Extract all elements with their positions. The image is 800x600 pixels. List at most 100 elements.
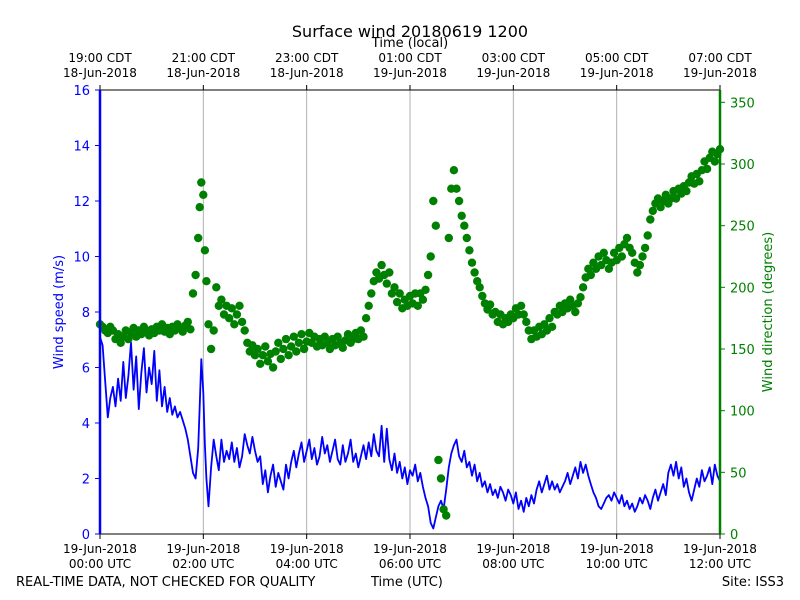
left-tick-label: 12 [73, 195, 90, 210]
wind-direction-point [206, 344, 216, 354]
wind-direction-point [578, 283, 588, 292]
right-tick-label: 200 [730, 281, 755, 296]
wind-direction-point [263, 357, 273, 366]
top-tick-date: 19-Jun-2018 [476, 66, 550, 80]
left-tick-label: 2 [82, 473, 90, 488]
wind-direction-point [465, 246, 474, 255]
wind-direction-point [271, 347, 280, 356]
wind-speed-series [99, 336, 721, 530]
top-tick-date: 18-Jun-2018 [270, 66, 344, 80]
wind-direction-point [256, 359, 265, 368]
top-tick-date: 19-Jun-2018 [580, 66, 654, 80]
wind-direction-point [617, 252, 626, 261]
right-tick-label: 150 [730, 343, 755, 358]
wind-direction-point [571, 307, 580, 317]
chart-title: Surface wind 20180619 1200 [292, 22, 528, 41]
top-tick-date: 18-Jun-2018 [63, 66, 137, 80]
wind-direction-point [454, 196, 464, 206]
left-axis-label: Wind speed (m/s) [52, 255, 67, 369]
wind-direction-point [426, 252, 435, 261]
wind-direction-point [235, 301, 244, 310]
wind-direction-point [633, 268, 642, 277]
bottom-tick-time: 06:00 UTC [379, 557, 441, 571]
wind-direction-point [284, 351, 293, 360]
left-tick-label: 8 [82, 306, 90, 321]
right-tick-label: 250 [730, 220, 755, 235]
wind-direction-point [423, 270, 433, 280]
bottom-tick-time: 10:00 UTC [586, 557, 648, 571]
wind-direction-point [191, 270, 200, 280]
right-tick-label: 300 [730, 158, 755, 173]
wind-direction-point [586, 270, 595, 280]
wind-direction-point [638, 252, 647, 261]
wind-direction-point [442, 511, 451, 520]
site-label: Site: ISS3 [721, 575, 784, 590]
bottom-tick-date: 19-Jun-2018 [683, 542, 757, 556]
wind-direction-point [421, 285, 430, 294]
wind-direction-point [261, 342, 270, 351]
bottom-tick-time: 08:00 UTC [482, 557, 544, 571]
wind-direction-point [359, 332, 368, 341]
bottom-tick-time: 00:00 UTC [69, 557, 131, 571]
right-axis-label: Wind direction (degrees) [761, 232, 776, 392]
top-tick-time: 21:00 CDT [172, 51, 236, 65]
wind-direction-point [475, 283, 484, 292]
wind-direction-point [294, 338, 304, 347]
wind-direction-point [367, 289, 376, 298]
wind-speed-line [99, 336, 721, 530]
wind-direction-point [413, 301, 422, 310]
wind-direction-point [485, 300, 495, 309]
wind-direction-point [292, 347, 301, 356]
quality-disclaimer: REAL-TIME DATA, NOT CHECKED FOR QUALITY [16, 575, 316, 590]
wind-direction-point [640, 243, 650, 253]
top-tick-time: 03:00 CDT [482, 51, 546, 65]
wind-direction-point [276, 354, 285, 364]
wind-direction-point [436, 474, 446, 483]
wind-direction-point [232, 310, 242, 319]
top-axis-label: Time (local) [371, 36, 448, 51]
wind-direction-point [434, 455, 443, 465]
top-tick-date: 19-Jun-2018 [683, 66, 757, 80]
left-tick-label: 4 [82, 417, 90, 432]
bottom-tick-date: 19-Jun-2018 [166, 542, 240, 556]
wind-direction-point [199, 190, 208, 199]
wind-direction-point [457, 211, 466, 220]
wind-direction-point [230, 320, 239, 329]
wind-direction-point [695, 177, 704, 186]
top-tick-time: 01:00 CDT [378, 51, 442, 65]
left-tick-label: 16 [73, 84, 90, 99]
wind-direction-point [547, 322, 557, 331]
bottom-tick-time: 02:00 UTC [172, 557, 234, 571]
wind-direction-point [274, 338, 283, 347]
bottom-tick-date: 19-Jun-2018 [580, 542, 654, 556]
wind-direction-point [431, 221, 440, 230]
wind-direction-point [258, 351, 267, 360]
wind-direction-point [188, 289, 198, 298]
left-axis-ticks: 0 2 4 6 8 10 12 14 16 [73, 84, 100, 543]
wind-direction-point [385, 268, 394, 277]
wind-direction-point [197, 178, 206, 187]
wind-direction-point [429, 196, 438, 206]
wind-direction-point [519, 310, 528, 319]
wind-direction-point [576, 293, 585, 302]
right-tick-label: 100 [730, 405, 755, 420]
wind-direction-point [390, 283, 399, 292]
wind-direction-point [194, 233, 203, 243]
wind-direction-point [204, 320, 213, 329]
wind-direction-point [395, 289, 404, 298]
wind-direction-point [646, 215, 655, 224]
wind-direction-point [444, 233, 453, 243]
wind-direction-point [195, 203, 204, 212]
wind-direction-point [212, 283, 221, 292]
wind-direction-point [702, 164, 712, 174]
left-tick-label: 14 [73, 140, 90, 155]
wind-direction-point [545, 314, 554, 323]
right-tick-label: 350 [730, 96, 755, 111]
top-tick-time: 19:00 CDT [68, 51, 132, 65]
wind-direction-point [382, 279, 391, 288]
wind-direction-point [452, 184, 461, 193]
wind-direction-point [418, 295, 428, 304]
wind-direction-point [297, 330, 306, 339]
